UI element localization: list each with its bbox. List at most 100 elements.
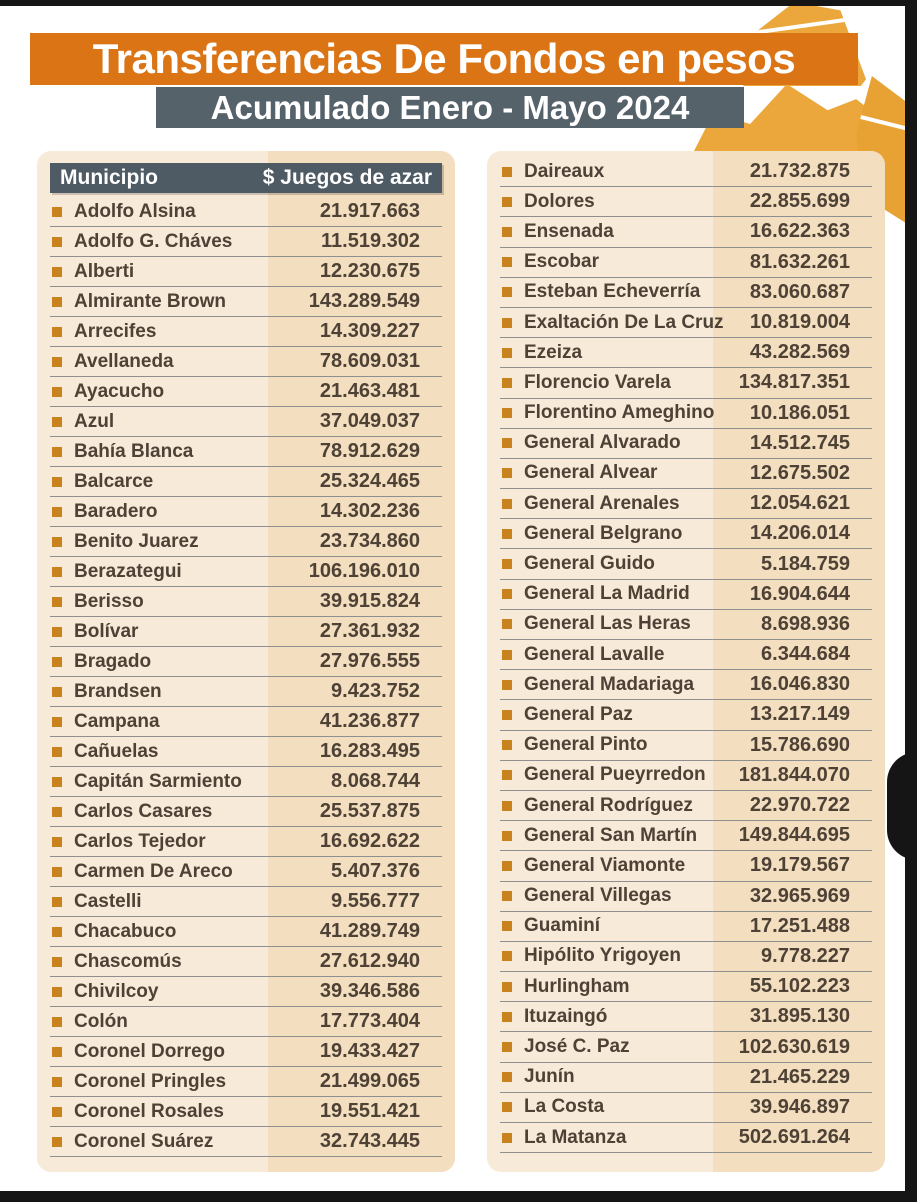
table-panel-left: Municipio $ Juegos de azar Adolfo Alsina… bbox=[37, 151, 455, 1172]
municipality-name: Escobar bbox=[524, 251, 599, 273]
amount-value: 502.691.264 bbox=[738, 1126, 850, 1149]
bullet-square-icon bbox=[52, 386, 62, 397]
table-row: Dolores 22.855.699 bbox=[500, 187, 872, 218]
amount-value: 19.551.421 bbox=[319, 1100, 420, 1122]
amount-value: 78.609.031 bbox=[319, 350, 420, 372]
municipality-name: Guaminí bbox=[524, 915, 601, 937]
amount-value: 14.302.236 bbox=[319, 500, 420, 522]
amount-value: 8.068.744 bbox=[331, 770, 420, 792]
bullet-square-icon bbox=[52, 1106, 62, 1117]
screen-edge-right bbox=[905, 0, 917, 1202]
bullet-square-icon bbox=[502, 287, 512, 298]
table-row: General Belgrano 14.206.014 bbox=[500, 519, 872, 550]
amount-value: 37.049.037 bbox=[319, 410, 420, 432]
bullet-square-icon bbox=[52, 446, 62, 457]
bullet-square-icon bbox=[52, 626, 62, 637]
municipality-name: Almirante Brown bbox=[74, 290, 227, 312]
bullet-square-icon bbox=[502, 830, 512, 841]
bullet-square-icon bbox=[52, 836, 62, 847]
table-row: Castelli 9.556.777 bbox=[50, 887, 442, 917]
table-row: Ezeiza 43.282.569 bbox=[500, 338, 872, 369]
amount-value: 55.102.223 bbox=[749, 975, 850, 998]
table-row: Chacabuco 41.289.749 bbox=[50, 917, 442, 947]
bullet-square-icon bbox=[52, 1136, 62, 1147]
table-row: Bahía Blanca 78.912.629 bbox=[50, 437, 442, 467]
amount-value: 32.965.969 bbox=[749, 884, 850, 907]
table-row: General Alvarado 14.512.745 bbox=[500, 429, 872, 459]
bullet-square-icon bbox=[502, 1132, 512, 1143]
table-row: Florentino Ameghino 10.186.051 bbox=[500, 399, 872, 429]
table-row: La Costa 39.946.897 bbox=[500, 1093, 872, 1123]
municipality-name: Coronel Pringles bbox=[74, 1070, 227, 1092]
table-row: Daireaux 21.732.875 bbox=[500, 157, 872, 188]
bullet-square-icon bbox=[52, 716, 62, 727]
table-row: Adolfo Alsina 21.917.663 bbox=[50, 197, 442, 227]
municipality-name: La Costa bbox=[524, 1096, 605, 1118]
municipality-name: Cañuelas bbox=[74, 740, 159, 762]
municipality-name: Brandsen bbox=[74, 680, 162, 702]
table-row: Ensenada 16.622.363 bbox=[500, 217, 872, 248]
amount-value: 41.289.749 bbox=[319, 920, 420, 942]
value-column-shading bbox=[268, 151, 455, 1172]
municipality-name: La Matanza bbox=[524, 1126, 627, 1148]
bullet-square-icon bbox=[52, 806, 62, 817]
amount-value: 16.692.622 bbox=[319, 830, 420, 852]
table-row: General San Martín 149.844.695 bbox=[500, 821, 872, 852]
table-row: Bragado 27.976.555 bbox=[50, 647, 442, 677]
bullet-square-icon bbox=[52, 506, 62, 517]
table-row: General Las Heras 8.698.936 bbox=[500, 610, 872, 640]
municipality-name: Carlos Casares bbox=[74, 800, 213, 822]
municipality-name: Chascomús bbox=[74, 950, 182, 972]
bullet-square-icon bbox=[52, 296, 62, 307]
bullet-square-icon bbox=[502, 377, 512, 388]
amount-value: 9.556.777 bbox=[331, 890, 420, 912]
table-row: Junín 21.465.229 bbox=[500, 1063, 872, 1093]
municipality-name: Florentino Ameghino bbox=[524, 402, 715, 424]
amount-value: 102.630.619 bbox=[738, 1035, 850, 1058]
table-row: General Madariaga 16.046.830 bbox=[500, 670, 872, 701]
table-row: Chascomús 27.612.940 bbox=[50, 947, 442, 977]
amount-value: 21.499.065 bbox=[319, 1070, 420, 1092]
municipality-name: Coronel Rosales bbox=[74, 1100, 224, 1122]
bullet-square-icon bbox=[52, 896, 62, 907]
amount-value: 19.179.567 bbox=[749, 854, 850, 877]
municipality-name: General Villegas bbox=[524, 885, 672, 907]
bullet-square-icon bbox=[502, 196, 512, 207]
municipality-name: Bahía Blanca bbox=[74, 440, 194, 462]
amount-value: 17.251.488 bbox=[749, 914, 850, 937]
table-row: La Matanza 502.691.264 bbox=[500, 1123, 872, 1154]
bullet-square-icon bbox=[502, 951, 512, 962]
municipality-name: General Alvear bbox=[524, 462, 658, 484]
bullet-square-icon bbox=[502, 226, 512, 237]
table-row: Baradero 14.302.236 bbox=[50, 497, 442, 527]
municipality-name: Ituzaingó bbox=[524, 1005, 608, 1027]
municipality-name: Berisso bbox=[74, 590, 144, 612]
municipality-name: General San Martín bbox=[524, 824, 698, 846]
bullet-square-icon bbox=[502, 528, 512, 539]
amount-value: 22.970.722 bbox=[749, 794, 850, 817]
municipality-name: General Belgrano bbox=[524, 522, 683, 544]
bullet-square-icon bbox=[502, 438, 512, 449]
amount-value: 25.324.465 bbox=[319, 470, 420, 492]
table-row: Carlos Tejedor 16.692.622 bbox=[50, 827, 442, 857]
amount-value: 8.698.936 bbox=[761, 612, 850, 635]
amount-value: 16.622.363 bbox=[749, 220, 850, 243]
table-row: Exaltación De La Cruz 10.819.004 bbox=[500, 308, 872, 339]
table-row: Florencio Varela 134.817.351 bbox=[500, 368, 872, 399]
bullet-square-icon bbox=[502, 1042, 512, 1053]
municipality-name: Chivilcoy bbox=[74, 980, 159, 1002]
table-row: Coronel Rosales 19.551.421 bbox=[50, 1097, 442, 1127]
municipality-name: General Arenales bbox=[524, 492, 680, 514]
bullet-square-icon bbox=[52, 986, 62, 997]
amount-value: 21.465.229 bbox=[749, 1065, 850, 1088]
municipality-name: Adolfo Alsina bbox=[74, 200, 196, 222]
table-row: Cañuelas 16.283.495 bbox=[50, 737, 442, 767]
municipality-name: Ensenada bbox=[524, 220, 614, 242]
bullet-square-icon bbox=[502, 740, 512, 751]
amount-value: 5.184.759 bbox=[761, 552, 850, 575]
bullet-square-icon bbox=[502, 649, 512, 660]
bullet-square-icon bbox=[502, 468, 512, 479]
table-row: Escobar 81.632.261 bbox=[500, 248, 872, 278]
table-row: General Alvear 12.675.502 bbox=[500, 459, 872, 490]
column-header-municipality: Municipio bbox=[60, 166, 158, 189]
